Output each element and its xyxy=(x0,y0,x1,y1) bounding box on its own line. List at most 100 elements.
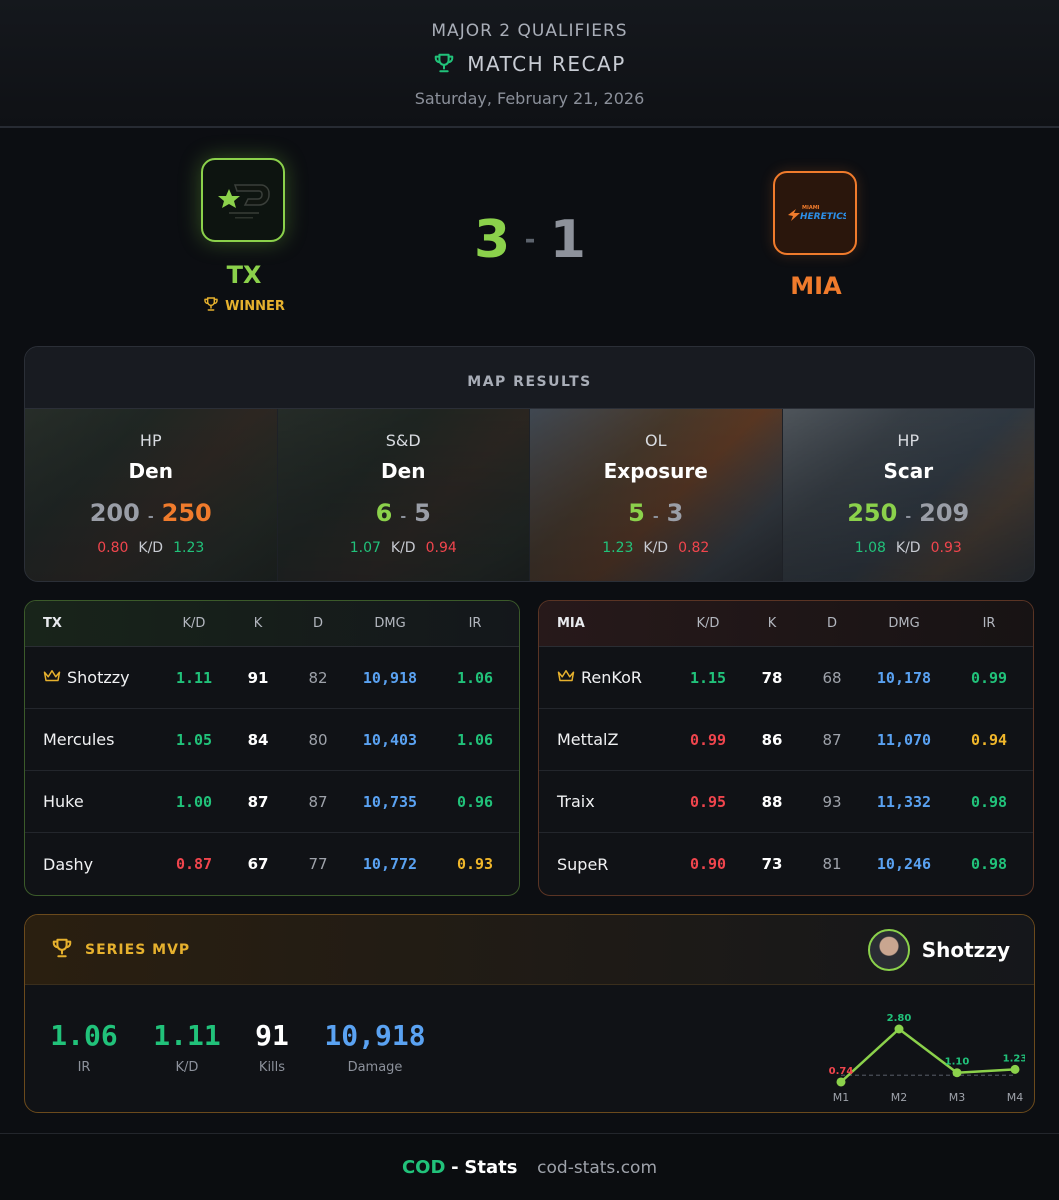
player-kills: 87 xyxy=(247,792,269,811)
map-mode: HP xyxy=(897,431,920,450)
table-row[interactable]: Traix 0.95 88 93 11,332 0.98 xyxy=(539,771,1033,833)
player-name: Shotzzy xyxy=(67,668,130,687)
winner-label: WINNER xyxy=(225,298,285,314)
player-damage: 11,332 xyxy=(876,792,932,811)
map-name: Den xyxy=(128,459,173,483)
col-ir: IR xyxy=(982,616,996,631)
player-name: SupeR xyxy=(557,854,609,874)
table-row[interactable]: Mercules 1.05 84 80 10,403 1.06 xyxy=(25,709,519,771)
player-kills: 73 xyxy=(761,855,783,873)
map-card[interactable]: S&D Den 6-5 1.07 K/D 0.94 xyxy=(276,409,529,581)
kd-label: K/D xyxy=(390,540,416,556)
player-name: MettalZ xyxy=(557,730,619,749)
player-kills: 78 xyxy=(761,668,783,687)
map-card[interactable]: HP Den 200-250 0.80 K/D 1.23 xyxy=(25,409,277,581)
team-label: TX xyxy=(43,616,62,631)
col-dmg: DMG xyxy=(374,616,406,631)
col-d: D xyxy=(312,616,323,631)
page-title: MATCH RECAP xyxy=(0,52,1059,79)
series-score: 3 - 1 xyxy=(474,210,586,270)
map-away-kd: 1.23 xyxy=(173,540,205,556)
col-ir: IR xyxy=(468,616,482,631)
player-deaths: 87 xyxy=(822,730,842,749)
tick-label: M3 xyxy=(949,1091,966,1103)
team-home[interactable] xyxy=(201,158,287,242)
crown-icon xyxy=(43,668,61,687)
table-header: TX K/D K D DMG IR xyxy=(25,601,519,647)
tick-label: M1 xyxy=(833,1091,850,1103)
mvp-stat-kd: 1.11 K/D xyxy=(152,1019,222,1075)
brand-cod: COD xyxy=(401,1157,446,1178)
col-k: K xyxy=(767,616,777,631)
player-ir: 0.93 xyxy=(456,855,494,873)
mvp-label: SERIES MVP xyxy=(51,937,190,963)
table-row[interactable]: MettalZ 0.99 86 87 11,070 0.94 xyxy=(539,709,1033,771)
map-results-title: MAP RESULTS xyxy=(25,347,1034,409)
col-kd: K/D xyxy=(696,616,720,631)
player-kills: 67 xyxy=(247,855,269,873)
map-away-kd: 0.93 xyxy=(930,540,962,556)
trophy-icon xyxy=(203,296,219,316)
map-home-score: 6 xyxy=(375,499,393,527)
map-mode: S&D xyxy=(385,431,421,450)
mvp-stat-ir: 1.06 IR xyxy=(49,1019,119,1075)
data-label: 0.74 xyxy=(829,1066,854,1077)
table-row[interactable]: Dashy 0.87 67 77 10,772 0.93 xyxy=(25,833,519,895)
data-label: 2.80 xyxy=(887,1013,912,1024)
col-kd: K/D xyxy=(182,616,206,631)
series-line xyxy=(840,1027,1016,1083)
map-mode: OL xyxy=(644,431,667,450)
player-kd: 1.00 xyxy=(175,792,213,811)
data-point xyxy=(1010,1064,1020,1074)
player-kd: 0.87 xyxy=(175,855,213,873)
map-results-card: MAP RESULTS HP Den 200-250 0.80 K/D 1.23 S… xyxy=(24,346,1035,582)
crown-icon xyxy=(557,668,575,687)
table-row[interactable]: Huke 1.00 87 87 10,735 0.96 xyxy=(25,771,519,833)
site-link[interactable]: cod-stats.com xyxy=(537,1158,658,1178)
col-d: D xyxy=(826,616,837,631)
map-away-score: 250 xyxy=(161,499,212,527)
home-score: 3 xyxy=(474,210,511,270)
map-away-score: 3 xyxy=(666,499,684,527)
mvp-stat-value: 1.11 xyxy=(153,1019,221,1052)
map-name: Den xyxy=(381,459,426,483)
player-damage: 10,772 xyxy=(362,855,418,873)
map-home-score: 5 xyxy=(628,499,645,527)
data-point xyxy=(836,1077,846,1087)
player-deaths: 87 xyxy=(308,792,328,811)
header: MAJOR 2 QUALIFIERS MATCH RECAP Saturday,… xyxy=(0,0,1059,128)
mvp-player[interactable]: Shotzzy xyxy=(867,929,1010,971)
mvp-stat-label: K/D xyxy=(175,1060,199,1075)
map-home-kd: 1.08 xyxy=(854,540,886,556)
player-kills: 86 xyxy=(761,730,783,749)
player-ir: 0.99 xyxy=(970,668,1008,687)
player-damage: 10,735 xyxy=(362,792,418,811)
data-label: 1.23 xyxy=(1003,1053,1025,1064)
mvp-stat-label: Kills xyxy=(258,1060,286,1075)
map-card[interactable]: OL Exposure 5-3 1.23 K/D 0.82 xyxy=(529,409,782,581)
player-ir: 0.98 xyxy=(970,855,1008,873)
player-kills: 91 xyxy=(247,668,269,687)
map-home-kd: 1.07 xyxy=(349,540,381,556)
table-row[interactable]: RenKoR 1.15 78 68 10,178 0.99 xyxy=(539,647,1033,709)
team-mia-stats-table: MIA K/D K D DMG IR RenKoR 1.15 78 68 10,… xyxy=(538,600,1034,896)
away-score: 1 xyxy=(549,210,586,270)
table-row[interactable]: Shotzzy 1.11 91 82 10,918 1.06 xyxy=(25,647,519,709)
team-mia-logo: MIAMI HERETICS xyxy=(773,171,857,255)
team-label: MIA xyxy=(557,616,585,631)
svg-text:HERETICS: HERETICS xyxy=(800,212,846,222)
data-point xyxy=(894,1024,904,1034)
player-ir: 0.96 xyxy=(456,792,494,811)
data-point xyxy=(952,1068,962,1078)
player-deaths: 82 xyxy=(308,668,328,687)
avatar xyxy=(867,929,910,971)
team-away[interactable]: MIAMI HERETICS xyxy=(773,171,859,255)
player-ir: 1.06 xyxy=(456,668,494,687)
mvp-label-text: SERIES MVP xyxy=(85,942,191,958)
map-away-kd: 0.82 xyxy=(678,540,710,556)
table-row[interactable]: SupeR 0.90 73 81 10,246 0.98 xyxy=(539,833,1033,895)
player-deaths: 93 xyxy=(822,792,842,811)
event-name: MAJOR 2 QUALIFIERS xyxy=(431,21,628,41)
footer: COD - Stats cod-stats.com xyxy=(0,1133,1059,1200)
map-card[interactable]: HP Scar 250-209 1.08 K/D 0.93 xyxy=(781,409,1034,581)
